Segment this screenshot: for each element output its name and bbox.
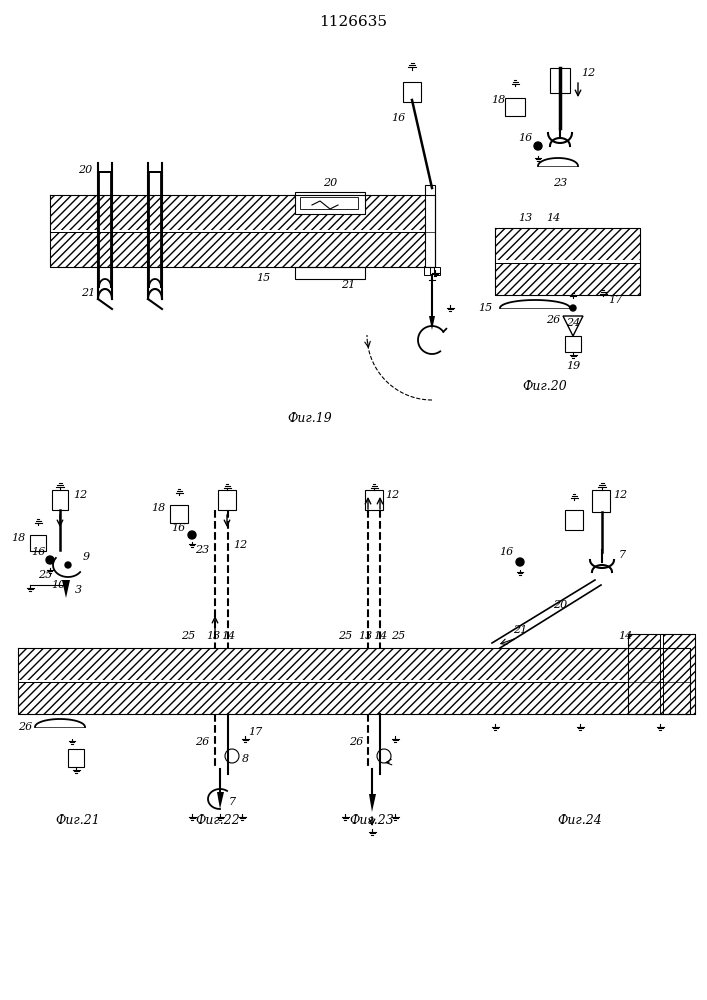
Text: 17: 17: [248, 727, 262, 737]
Text: 19: 19: [566, 361, 580, 371]
Polygon shape: [369, 794, 376, 812]
Bar: [434, 267, 440, 275]
Text: 15: 15: [256, 273, 270, 283]
Bar: [18, 682, 690, 714]
Bar: [68, 749, 84, 767]
Text: Фиг.22: Фиг.22: [196, 814, 240, 826]
Text: 26: 26: [546, 315, 560, 325]
Text: 7: 7: [619, 550, 626, 560]
Bar: [425, 185, 435, 267]
Text: 9: 9: [83, 552, 90, 562]
Text: 23: 23: [553, 178, 567, 188]
Text: Фиг.24: Фиг.24: [558, 814, 602, 826]
Bar: [565, 510, 583, 530]
Text: 13: 13: [206, 631, 220, 641]
Text: 14: 14: [373, 631, 387, 641]
Text: 24: 24: [566, 318, 580, 328]
Text: 13: 13: [358, 631, 372, 641]
Text: 20: 20: [553, 600, 567, 610]
Bar: [52, 490, 68, 510]
Bar: [495, 260, 640, 263]
Text: 23: 23: [195, 545, 209, 555]
Bar: [50, 195, 435, 230]
Text: 16: 16: [171, 523, 185, 533]
Text: 18: 18: [491, 95, 505, 105]
Text: 12: 12: [233, 540, 247, 550]
Text: 26: 26: [195, 737, 209, 747]
Bar: [30, 535, 46, 551]
Circle shape: [65, 562, 71, 568]
Bar: [50, 232, 435, 267]
Text: 26: 26: [349, 737, 363, 747]
Text: Фиг.21: Фиг.21: [56, 814, 100, 826]
Bar: [295, 192, 365, 214]
Text: 12: 12: [581, 68, 595, 78]
Bar: [628, 634, 660, 714]
Bar: [495, 228, 640, 260]
Polygon shape: [62, 580, 70, 598]
Text: 14: 14: [546, 213, 560, 223]
Text: Фиг.19: Фиг.19: [288, 412, 332, 424]
Text: 18: 18: [151, 503, 165, 513]
Text: 26: 26: [18, 722, 32, 732]
Text: 17: 17: [608, 295, 622, 305]
Text: 16: 16: [391, 113, 405, 123]
Text: Фиг.23: Фиг.23: [350, 814, 395, 826]
Text: Фиг.20: Фиг.20: [522, 379, 568, 392]
Circle shape: [570, 305, 576, 311]
Text: 13: 13: [518, 213, 532, 223]
Bar: [218, 490, 236, 510]
Bar: [365, 490, 383, 510]
Text: 14: 14: [618, 631, 632, 641]
Bar: [170, 505, 188, 523]
Text: 16: 16: [499, 547, 513, 557]
Polygon shape: [429, 316, 435, 330]
Text: 14: 14: [221, 631, 235, 641]
Text: 25: 25: [38, 570, 52, 580]
Bar: [592, 490, 610, 512]
Text: 16: 16: [518, 133, 532, 143]
Text: 21: 21: [341, 280, 355, 290]
Bar: [295, 267, 365, 279]
Text: 16: 16: [31, 547, 45, 557]
Bar: [403, 82, 421, 102]
Text: 25: 25: [338, 631, 352, 641]
Text: 12: 12: [613, 490, 627, 500]
Bar: [565, 336, 581, 352]
Bar: [663, 634, 695, 714]
Text: 8: 8: [241, 754, 249, 764]
Text: 10: 10: [51, 580, 65, 590]
Text: 15: 15: [478, 303, 492, 313]
Bar: [18, 680, 690, 682]
Text: 20: 20: [323, 178, 337, 188]
Bar: [550, 68, 570, 93]
Text: 20: 20: [78, 165, 92, 175]
Bar: [424, 267, 430, 275]
Text: 1126635: 1126635: [319, 15, 387, 29]
Text: 3: 3: [74, 585, 81, 595]
Text: 18: 18: [11, 533, 25, 543]
Text: 25: 25: [181, 631, 195, 641]
Text: 12: 12: [385, 490, 399, 500]
Bar: [495, 263, 640, 295]
Circle shape: [188, 531, 196, 539]
Text: 21: 21: [81, 288, 95, 298]
Bar: [18, 648, 690, 680]
Polygon shape: [217, 792, 224, 809]
Bar: [505, 98, 525, 116]
Bar: [300, 197, 358, 209]
Text: 12: 12: [73, 490, 87, 500]
Circle shape: [46, 556, 54, 564]
Circle shape: [516, 558, 524, 566]
Text: 25: 25: [391, 631, 405, 641]
Text: 21: 21: [513, 625, 527, 635]
Text: 7: 7: [228, 797, 235, 807]
Circle shape: [534, 142, 542, 150]
Bar: [50, 230, 435, 232]
